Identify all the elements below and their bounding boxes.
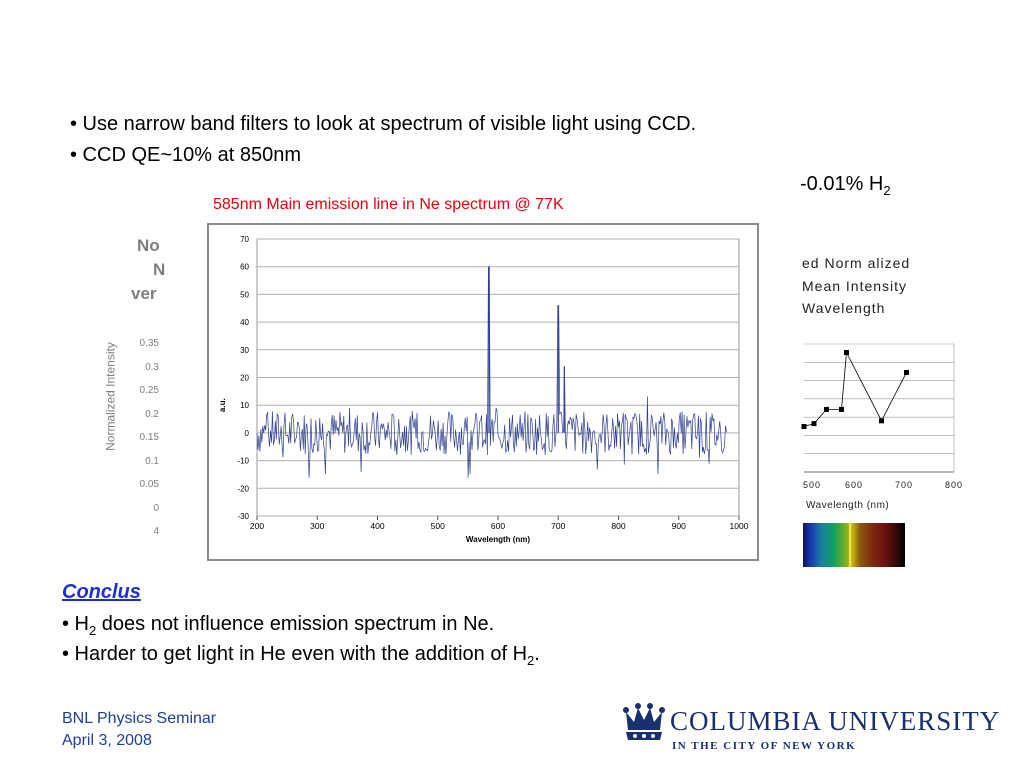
x-tick-label: 700 [551,521,565,531]
crown-icon [623,703,665,740]
y-tick-label: 60 [240,263,249,272]
x-axis-label: Wavelength (nm) [466,535,530,544]
spectrum-trace [256,266,727,478]
mean-intensity-line [803,352,907,427]
ne-line-marker [849,523,851,567]
conclusion-2-post: . [534,643,540,665]
left-chart-ylabel: Normalized Intensity [103,342,118,451]
x-tick-label: 900 [672,521,686,531]
footer-seminar: BNL Physics Seminar [62,710,217,727]
left-ytick: 0 [153,502,159,514]
mean-x-tick-label: 500 [803,480,821,490]
mean-intensity-chart: ed Norm alized Mean Intensity Wavelength… [800,252,970,516]
x-tick-label: 300 [310,521,324,531]
conclusion-1-pre: • H [62,613,90,635]
mean-data-point [824,406,829,412]
spectrum-color-bar [803,523,905,567]
mean-chart-title-1: ed Norm alized [802,255,911,271]
emission-line-caption: 585nm Main emission line in Ne spectrum … [213,196,564,213]
bullet-narrow-band: • Use narrow band filters to look at spe… [70,113,697,135]
logo-university-name: COLUMBIA UNIVERSITY [670,706,1001,736]
y-tick-label: -20 [237,484,249,493]
left-chart-title-2: N [153,260,166,279]
left-chart-title-1: No [137,236,160,255]
y-tick-label: -30 [237,512,249,521]
left-ytick: 0.1 [145,455,159,467]
left-ytick: 0.3 [145,361,159,373]
mean-chart-title: ed Norm alized Mean Intensity Wavelength [802,252,910,320]
conclusion-line-1: • H2 does not influence emission spectru… [62,613,494,638]
x-tick-label: 400 [370,521,384,531]
left-chart-title-3: ver [131,284,157,303]
y-tick-label: 70 [240,235,249,244]
footer: BNL Physics Seminar April 3, 2008 [62,708,216,752]
y-axis-label: a.u. [218,398,227,412]
x-tick-label: 600 [491,521,505,531]
ne-spectrum-chart: -30 -20 -10 0 10 20 30 40 50 60 70 200 300 400 500 600 7… [218,235,749,544]
left-background-chart: No N ver Normalized Intensity 0.35 0.3 0… [95,230,210,537]
logo-subtitle: IN THE CITY OF NEW YORK [672,740,857,752]
y-tick-label: 50 [240,290,249,299]
ne-spectrum-chart-frame: -30 -20 -10 0 10 20 30 40 50 60 70 200 300 400 500 600 7… [207,223,759,561]
left-ytick: 0.2 [145,408,159,420]
footer-date: April 3, 2008 [62,732,152,749]
mean-data-point [844,350,849,356]
mean-x-axis-label: Wavelength (nm) [806,500,889,511]
mean-x-tick-label: 700 [895,480,913,490]
x-tick-label: 500 [431,521,445,531]
x-tick-label: 1000 [730,521,749,531]
x-tick-label: 800 [611,521,625,531]
mean-x-tick-label: 600 [845,480,863,490]
mean-data-point [879,418,884,424]
h2-label-prefix: -0.01% H [800,173,884,195]
columbia-logo: COLUMBIA UNIVERSITY IN THE CITY OF NEW Y… [622,700,999,756]
conclusion-heading: Conclus [62,581,141,603]
mean-chart-title-2: Mean Intensity [802,277,908,294]
mean-data-point [839,406,844,412]
mean-chart-title-3: Wavelength [802,300,886,316]
y-tick-label: 40 [240,318,249,327]
mean-data-point [811,421,817,427]
left-ytick: 0.15 [139,432,159,443]
y-tick-label: 30 [240,346,249,355]
h2-concentration-label: -0.01% H2 [800,173,891,198]
y-tick-label: 20 [240,374,249,383]
left-ytick: 4 [153,526,159,537]
y-tick-label: 10 [240,401,249,410]
y-tick-label: 0 [245,429,250,438]
conclusion-2-pre: • Harder to get light in He even with th… [62,643,528,665]
mean-data-point [801,423,807,429]
bullet-ccd-qe: • CCD QE~10% at 850nm [70,144,301,166]
left-ytick: 0.05 [139,479,159,490]
mean-x-tick-label: 800 [945,480,963,490]
x-tick-label: 200 [250,521,264,531]
h2-label-subscript: 2 [883,183,891,198]
conclusion-1-sub: 2 [89,623,97,638]
conclusion-2-sub: 2 [527,653,535,668]
left-ytick: 0.25 [139,385,159,396]
conclusion-line-2: • Harder to get light in He even with th… [62,643,540,668]
mean-chart-plot: 500 600 700 800 Wavelength (nm) [801,343,963,511]
y-tick-label: -10 [237,457,249,466]
mean-data-point [904,369,909,375]
left-chart-yticks: 0.35 0.3 0.25 0.2 0.15 0.1 0.05 0 4 [137,332,159,544]
left-ytick: 0.35 [139,338,159,349]
conclusion-1-post: does not influence emission spectrum in … [96,613,495,635]
